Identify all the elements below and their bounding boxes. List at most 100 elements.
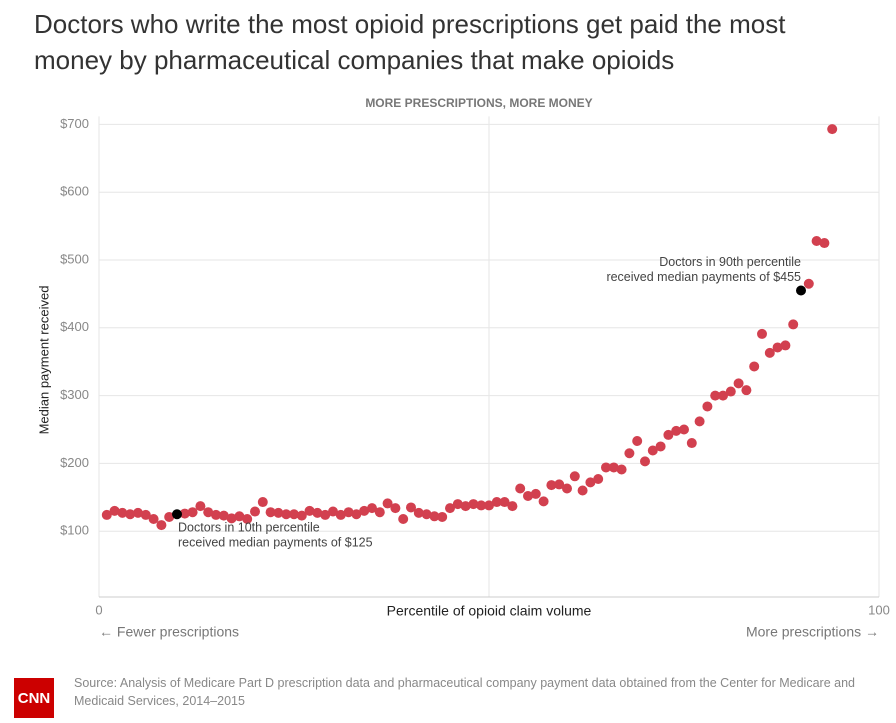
chart-title: money by pharmaceutical companies that m… — [34, 45, 674, 75]
point — [741, 385, 752, 396]
point — [452, 499, 463, 510]
point — [491, 497, 502, 508]
point — [702, 401, 713, 412]
y-tick-label: $400 — [60, 319, 89, 334]
point — [117, 507, 128, 518]
chart-title: Doctors who write the most opioid prescr… — [34, 9, 786, 39]
point — [585, 477, 596, 488]
point — [421, 509, 432, 520]
point — [133, 507, 143, 518]
point — [679, 424, 689, 435]
point — [632, 436, 643, 447]
point — [437, 511, 448, 522]
point — [398, 513, 409, 524]
point — [686, 438, 697, 449]
point — [296, 510, 307, 521]
point — [406, 502, 416, 513]
annotation: received median payments of $455 — [606, 270, 801, 284]
y-tick-label: $700 — [60, 116, 89, 131]
point — [359, 505, 370, 516]
point — [211, 509, 221, 520]
y-tick-label: $300 — [60, 387, 89, 402]
logo-box — [14, 678, 54, 718]
point — [788, 319, 799, 330]
point — [101, 509, 112, 520]
point — [148, 513, 159, 524]
point — [725, 386, 736, 397]
point — [460, 501, 471, 512]
point — [499, 497, 510, 508]
x-tick-label: 100 — [868, 602, 890, 617]
point — [476, 500, 487, 511]
point — [289, 509, 299, 520]
point — [601, 462, 611, 473]
point — [413, 507, 424, 518]
point — [328, 506, 338, 517]
point — [257, 497, 268, 508]
y-axis-title: Median payment received — [36, 286, 51, 435]
point — [827, 124, 838, 135]
point — [273, 507, 284, 518]
point — [218, 510, 229, 521]
point — [671, 425, 682, 436]
point — [757, 328, 767, 339]
point — [320, 509, 331, 520]
point — [203, 507, 214, 518]
point — [624, 448, 635, 459]
point — [655, 441, 666, 452]
chart-subtitle: MORE PRESCRIPTIONS, MORE MONEY — [365, 96, 592, 110]
x-note-right: More prescriptions → — [746, 624, 879, 640]
point — [140, 509, 151, 520]
point — [562, 483, 572, 494]
x-note-left: ← Fewer prescriptions — [99, 624, 239, 640]
point — [179, 508, 190, 519]
point — [390, 503, 401, 514]
point — [109, 505, 120, 516]
point — [663, 429, 674, 440]
point — [226, 513, 237, 524]
point — [507, 501, 518, 512]
point — [538, 496, 549, 507]
point — [647, 445, 658, 456]
point — [312, 507, 323, 518]
point — [569, 471, 580, 482]
point — [803, 278, 814, 289]
highlight-point — [796, 285, 806, 296]
point — [343, 507, 354, 518]
y-tick-label: $100 — [60, 523, 89, 538]
point — [335, 509, 346, 520]
point — [515, 483, 526, 494]
point — [718, 390, 728, 401]
x-axis-title: Percentile of opioid claim volume — [387, 603, 592, 619]
y-tick-label: $600 — [60, 184, 89, 199]
point — [616, 464, 627, 475]
point — [608, 462, 619, 473]
y-tick-label: $200 — [60, 455, 89, 470]
point — [281, 509, 292, 520]
point — [445, 503, 455, 514]
point — [577, 485, 588, 496]
point — [593, 473, 604, 484]
annotation: received median payments of $125 — [178, 536, 373, 550]
source: Source: Analysis of Medicare Part D pres… — [74, 676, 855, 708]
point — [710, 390, 721, 401]
point — [780, 340, 791, 351]
annotation: Doctors in 10th percentile — [178, 521, 320, 535]
point — [733, 378, 744, 389]
point — [195, 501, 206, 512]
point — [242, 513, 253, 524]
annotation: Doctors in 90th percentile — [659, 255, 801, 269]
point — [234, 511, 245, 522]
point — [554, 479, 565, 490]
point — [367, 503, 377, 514]
highlight-point — [172, 509, 182, 520]
point — [694, 416, 705, 427]
point — [304, 505, 315, 516]
point — [125, 509, 136, 520]
point — [811, 236, 822, 247]
point — [156, 520, 167, 531]
point — [250, 506, 260, 517]
y-tick-label: $500 — [60, 251, 89, 266]
